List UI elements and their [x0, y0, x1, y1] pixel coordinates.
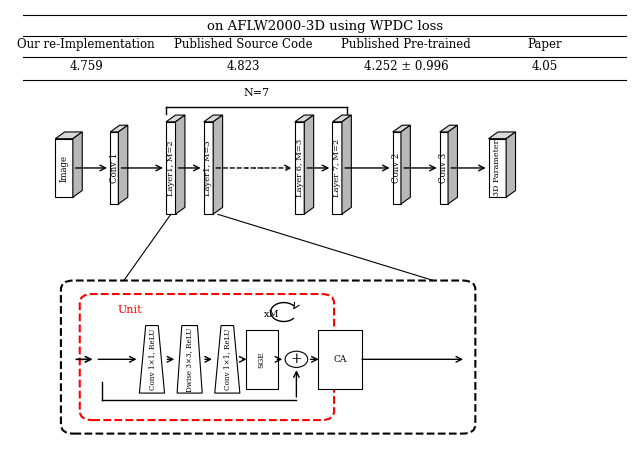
- Text: Conv 2: Conv 2: [392, 153, 401, 183]
- Text: Conv 3: Conv 3: [440, 153, 449, 183]
- Text: Published Source Code: Published Source Code: [173, 38, 312, 51]
- Text: Layer1, M=3: Layer1, M=3: [204, 140, 212, 196]
- Text: 3D Parameter: 3D Parameter: [493, 140, 501, 196]
- Text: Layer1, M=2: Layer1, M=2: [167, 140, 175, 196]
- Circle shape: [285, 351, 308, 367]
- Polygon shape: [55, 139, 73, 197]
- Polygon shape: [110, 125, 128, 132]
- Text: . . .: . . .: [244, 159, 264, 172]
- Polygon shape: [118, 125, 128, 204]
- Polygon shape: [213, 115, 223, 214]
- FancyBboxPatch shape: [61, 280, 476, 434]
- FancyBboxPatch shape: [246, 330, 278, 389]
- FancyBboxPatch shape: [318, 330, 362, 389]
- Polygon shape: [304, 115, 314, 214]
- Polygon shape: [506, 132, 516, 197]
- Polygon shape: [448, 125, 458, 204]
- Polygon shape: [73, 132, 83, 197]
- Text: Dwise 3×3, ReLU: Dwise 3×3, ReLU: [186, 327, 194, 391]
- Polygon shape: [295, 115, 314, 122]
- Text: Published Pre-trained: Published Pre-trained: [341, 38, 471, 51]
- Text: Layer 7, M=2: Layer 7, M=2: [333, 139, 341, 197]
- Polygon shape: [440, 125, 458, 132]
- Polygon shape: [166, 115, 185, 122]
- Polygon shape: [401, 125, 410, 204]
- Polygon shape: [140, 326, 164, 393]
- Text: Image: Image: [60, 154, 68, 182]
- Polygon shape: [295, 122, 304, 214]
- Text: +: +: [291, 352, 302, 366]
- Text: 4.05: 4.05: [531, 60, 557, 73]
- Text: Paper: Paper: [527, 38, 562, 51]
- Text: on AFLW2000-3D using WPDC loss: on AFLW2000-3D using WPDC loss: [207, 19, 443, 33]
- Text: SGE: SGE: [258, 351, 266, 368]
- Text: xM: xM: [264, 310, 279, 319]
- Text: Our re-Implementation: Our re-Implementation: [17, 38, 155, 51]
- Polygon shape: [488, 132, 516, 139]
- Text: Conv 1: Conv 1: [110, 153, 119, 183]
- Polygon shape: [393, 125, 410, 132]
- Text: 4.252 ± 0.996: 4.252 ± 0.996: [364, 60, 449, 73]
- Polygon shape: [488, 139, 506, 197]
- Polygon shape: [166, 122, 175, 214]
- Text: Conv 1×1, ReLU: Conv 1×1, ReLU: [223, 328, 231, 390]
- Polygon shape: [342, 115, 351, 214]
- Text: 4.759: 4.759: [69, 60, 103, 73]
- FancyBboxPatch shape: [80, 294, 334, 420]
- Text: CA: CA: [333, 355, 347, 364]
- Text: Conv 1×1, ReLU: Conv 1×1, ReLU: [148, 328, 156, 390]
- Polygon shape: [55, 132, 83, 139]
- Text: Unit: Unit: [117, 305, 142, 315]
- Polygon shape: [204, 115, 223, 122]
- Polygon shape: [204, 122, 213, 214]
- Polygon shape: [333, 122, 342, 214]
- Polygon shape: [175, 115, 185, 214]
- Polygon shape: [333, 115, 351, 122]
- Text: Layer 6, M=3: Layer 6, M=3: [296, 139, 303, 197]
- Polygon shape: [440, 132, 448, 204]
- Polygon shape: [110, 132, 118, 204]
- Polygon shape: [177, 326, 202, 393]
- Text: 4.823: 4.823: [227, 60, 260, 73]
- Text: N=7: N=7: [243, 88, 269, 98]
- Polygon shape: [215, 326, 240, 393]
- Polygon shape: [393, 132, 401, 204]
